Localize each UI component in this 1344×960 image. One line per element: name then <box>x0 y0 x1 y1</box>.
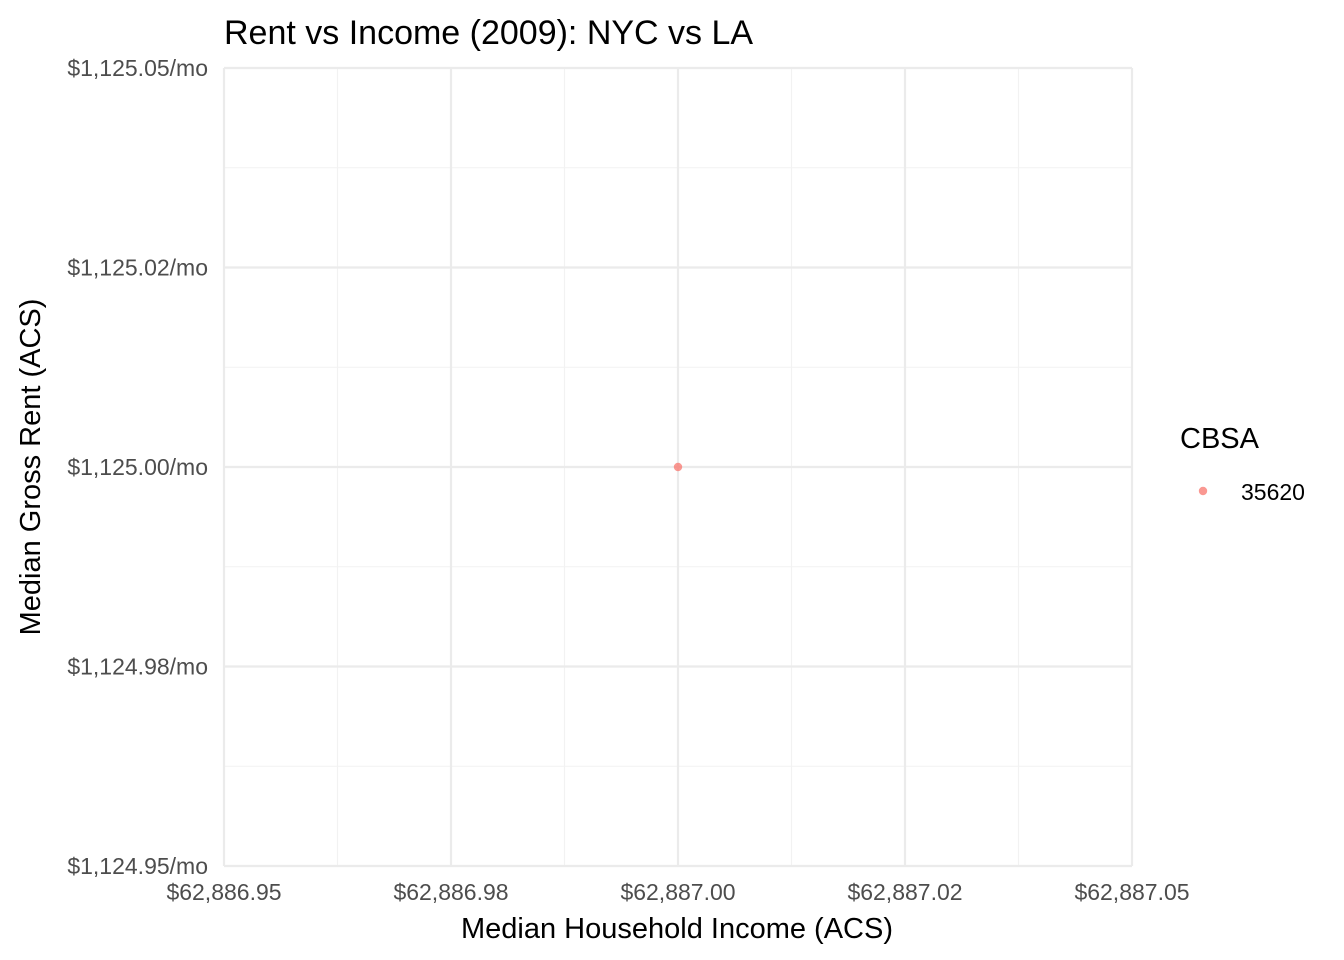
y-tick-label: $1,124.98/mo <box>67 654 208 680</box>
chart-title: Rent vs Income (2009): NYC vs LA <box>224 14 753 52</box>
x-axis-ticks: $62,886.95 $62,886.98 $62,887.00 $62,887.02… <box>166 879 1189 905</box>
y-tick-label: $1,124.95/mo <box>67 853 208 879</box>
x-tick-label: $62,887.05 <box>1074 879 1189 905</box>
legend-title: CBSA <box>1180 423 1260 455</box>
x-tick-label: $62,886.95 <box>166 879 281 905</box>
y-tick-label: $1,125.00/mo <box>67 454 208 480</box>
legend-label: 35620 <box>1241 479 1305 505</box>
data-points <box>673 462 683 472</box>
legend-key <box>1198 486 1208 496</box>
x-tick-label: $62,887.00 <box>620 879 735 905</box>
data-point <box>673 462 683 472</box>
x-tick-label: $62,887.02 <box>847 879 962 905</box>
grid <box>222 66 1134 868</box>
y-tick-label: $1,125.02/mo <box>67 255 208 281</box>
x-tick-label: $62,886.98 <box>393 879 508 905</box>
legend: CBSA 35620 <box>1180 423 1305 505</box>
x-axis-title: Median Household Income (ACS) <box>461 913 893 945</box>
y-axis-ticks: $1,124.95/mo $1,124.98/mo $1,125.00/mo $1,1… <box>67 55 208 879</box>
y-axis-title: Median Gross Rent (ACS) <box>15 299 47 636</box>
y-tick-label: $1,125.05/mo <box>67 55 208 81</box>
